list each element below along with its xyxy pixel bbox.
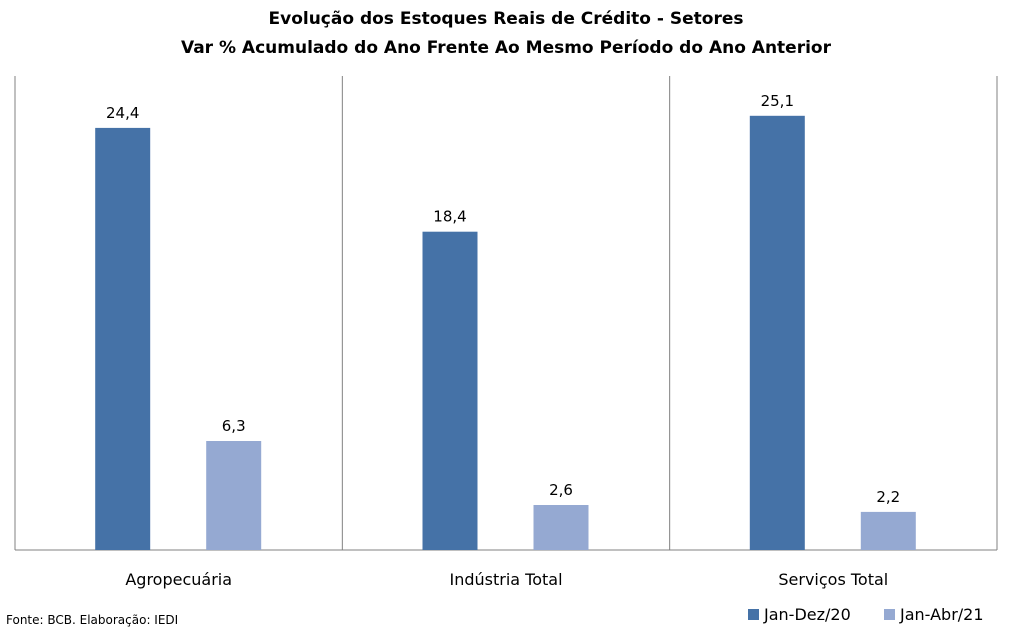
legend: Jan-Dez/20 Jan-Abr/21: [748, 605, 984, 624]
chart-subtitle: Var % Acumulado do Ano Frente Ao Mesmo P…: [181, 38, 832, 58]
bar: [749, 115, 805, 551]
data-label: 24,4: [106, 104, 139, 122]
bar: [533, 505, 589, 550]
category-label: Serviços Total: [778, 570, 888, 589]
category-label: Indústria Total: [449, 570, 562, 589]
category-label: Agropecuária: [125, 570, 232, 589]
chart-title: Evolução dos Estoques Reais de Crédito -…: [269, 9, 744, 29]
category-labels: Agropecuária Indústria Total Serviços Tota…: [125, 570, 888, 589]
plot-area: [14, 76, 998, 551]
bar: [206, 441, 262, 550]
legend-swatch: [884, 609, 895, 620]
data-label: 25,1: [761, 92, 794, 110]
bar: [422, 231, 478, 550]
legend-label: Jan-Dez/20: [763, 605, 851, 624]
data-label: 2,2: [876, 488, 900, 506]
bar: [860, 511, 916, 550]
data-label: 18,4: [433, 208, 466, 226]
bar: [95, 127, 151, 551]
data-labels: 24,4 6,3 18,4 2,6 25,1 2,2: [106, 92, 900, 506]
legend-swatch: [748, 609, 759, 620]
data-label: 6,3: [222, 417, 246, 435]
legend-label: Jan-Abr/21: [899, 605, 984, 624]
source-note: Fonte: BCB. Elaboração: IEDI: [6, 613, 178, 627]
bars: [95, 115, 916, 551]
data-label: 2,6: [549, 481, 573, 499]
